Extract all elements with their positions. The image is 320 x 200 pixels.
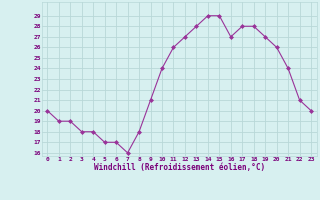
X-axis label: Windchill (Refroidissement éolien,°C): Windchill (Refroidissement éolien,°C) [94,163,265,172]
